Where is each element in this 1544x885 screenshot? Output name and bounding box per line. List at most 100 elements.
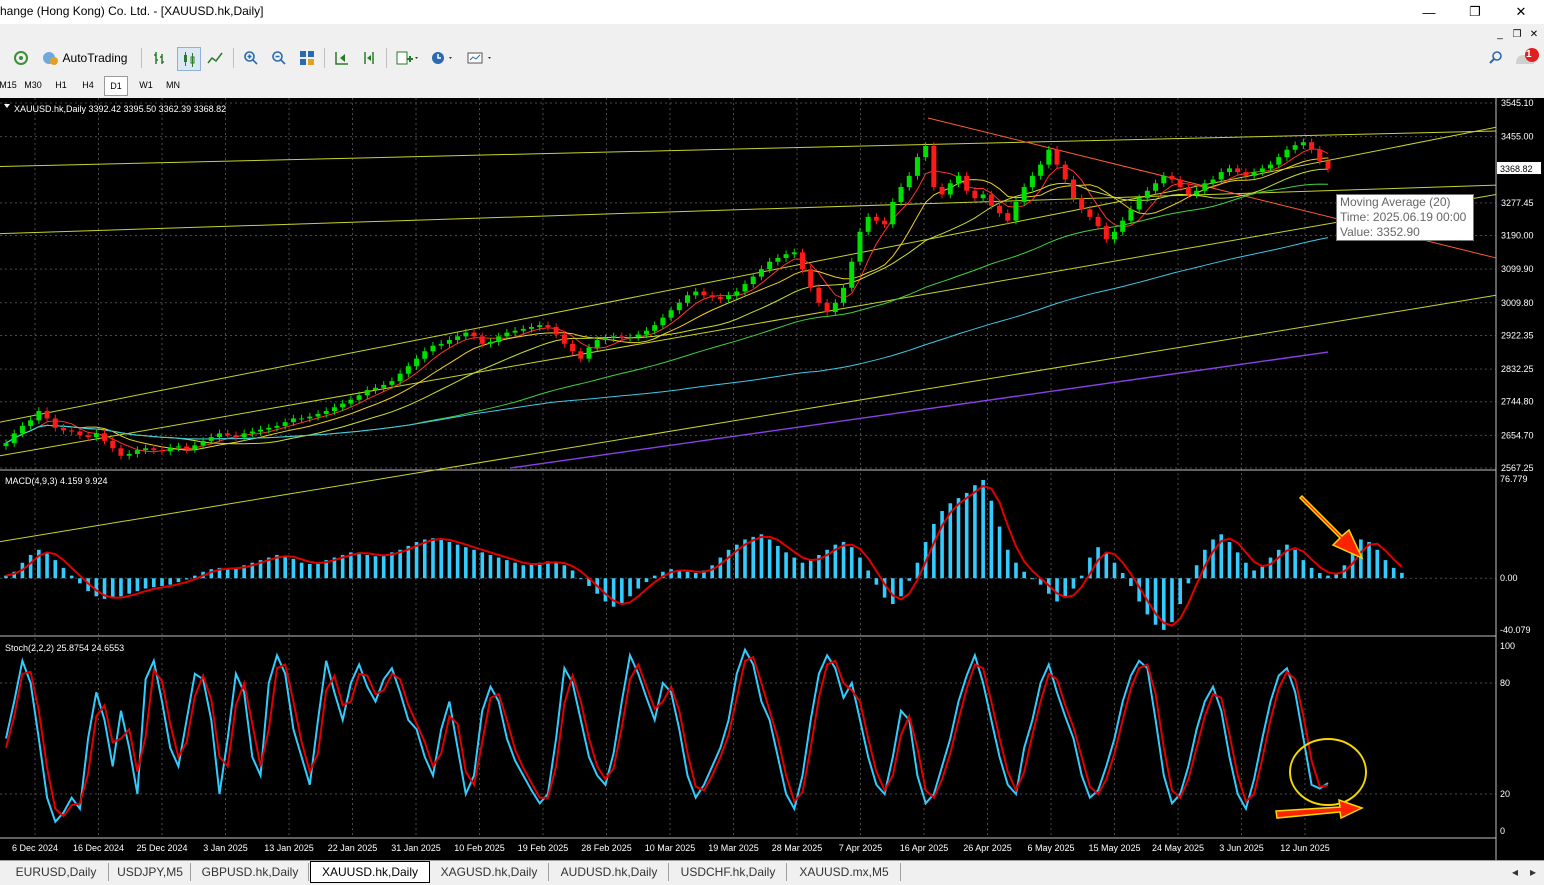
macd-bar [1088,557,1092,579]
candle-body [28,420,34,426]
candle-body [356,395,362,400]
candle-body [619,336,625,339]
zoom-in-icon[interactable] [240,47,262,69]
down-arrow-icon [1298,494,1364,560]
candle-body [167,447,173,452]
macd-bar [1120,573,1125,579]
periods-dropdown-icon[interactable] [428,47,458,69]
line-chart-icon[interactable] [204,47,226,69]
candlestick-chart-icon[interactable] [177,47,201,71]
maximize-button[interactable]: ❐ [1469,4,1481,19]
macd-bar [349,552,353,579]
candle-body [1218,172,1224,180]
candle-body [1013,201,1019,221]
macd-bar [184,578,189,580]
tab-xauusd-mx[interactable]: XAUUSD.mx,M5 [788,863,901,881]
stoch-tick-label: 20 [1500,789,1510,799]
tab-xagusd[interactable]: XAGUSD.hk,Daily [430,863,549,881]
candle-body [643,330,649,335]
chart-shift-icon[interactable] [358,47,380,69]
candle-body [841,287,847,303]
candle-body [274,425,280,428]
trendline [0,294,1497,543]
candle-body [1177,179,1183,188]
macd-bar [447,542,452,579]
tab-gbpusd[interactable]: GBPUSD.hk,Daily [192,863,309,881]
date-tick-label: 31 Jan 2025 [391,843,441,853]
tab-usdjpy[interactable]: USDJPY,M5 [110,863,191,881]
timeframe-w1[interactable]: W1 [139,80,153,90]
candle-body [381,384,387,388]
macd-bar [4,575,8,579]
tab-eurusd[interactable]: EURUSD,Daily [4,863,109,881]
candle-body [11,433,17,444]
candle-body [676,302,682,311]
candle-body [635,334,641,338]
timeframe-h4[interactable]: H4 [82,80,94,90]
mdi-restore-button[interactable]: ❐ [1512,28,1522,40]
autoscroll-icon[interactable] [331,47,353,69]
macd-bar [1227,542,1232,579]
collapse-triangle-icon[interactable] [4,104,10,108]
tile-windows-icon[interactable] [296,47,318,69]
mdi-close-button[interactable]: ✕ [1529,28,1539,40]
macd-bar [143,578,148,589]
candle-body [586,347,592,359]
timeframe-mn[interactable]: MN [166,80,180,90]
macd-bar [1309,567,1314,579]
trendline [0,126,1497,423]
close-button[interactable]: ✕ [1515,4,1527,19]
minimize-button[interactable]: — [1422,4,1436,20]
zoom-out-icon[interactable] [268,47,290,69]
autotrading-label: AutoTrading [62,51,128,65]
tab-usdchf[interactable]: USDCHF.hk,Daily [670,863,787,881]
macd-bar [53,560,58,579]
scroll-right-icon[interactable]: ▸ [1529,865,1537,879]
candle-body [315,413,321,417]
candle-body [1038,164,1044,176]
macd-bar [431,538,435,579]
timeframe-m15[interactable]: M15 [0,80,17,90]
macd-bar [907,578,912,581]
timeframe-m30[interactable]: M30 [24,80,42,90]
candle-body [323,410,329,414]
notifications-icon[interactable]: 1 [1513,47,1541,69]
macd-bar [677,570,682,579]
macd-bar [390,552,394,579]
autotrading-button[interactable]: AutoTrading [36,47,132,69]
signal-icon[interactable] [10,47,32,69]
bar-chart-icon[interactable] [150,47,172,69]
macd-bar [488,554,493,579]
macd-bar [546,561,550,579]
candle-body [192,445,198,450]
macd-bar [1334,573,1339,579]
macd-bar [1268,557,1273,579]
macd-bar [1005,549,1010,579]
macd-tick-label: -40.079 [1500,625,1531,635]
macd-bar [45,552,49,579]
templates-dropdown-icon[interactable] [464,47,498,69]
tab-audusd[interactable]: AUDUSD.hk,Daily [550,863,669,881]
macd-bar [1367,542,1371,579]
date-tick-label: 28 Feb 2025 [581,843,632,853]
timeframe-h1[interactable]: H1 [55,80,67,90]
candle-body [102,433,108,441]
search-icon[interactable] [1485,47,1507,69]
scroll-left-icon[interactable]: ◂ [1511,865,1519,879]
price-tick-label: 3190.00 [1501,231,1534,241]
indicators-dropdown-icon[interactable] [393,47,423,69]
candle-body [159,450,165,452]
mdi-minimize-button[interactable]: _ [1497,28,1503,40]
macd-bar [12,571,17,579]
timeframe-d1[interactable]: D1 [104,76,128,96]
chart-window[interactable]: XAUUSD.hk,Daily 3392.42 3395.50 3362.39 … [0,98,1544,860]
macd-bar [636,578,641,589]
macd-bar [989,500,994,579]
price-tick-label: 3099.90 [1501,264,1534,274]
macd-bar [1203,549,1207,579]
tab-xauusd[interactable]: XAUUSD.hk,Daily [310,861,430,883]
macd-bar [1252,570,1256,579]
date-tick-label: 7 Apr 2025 [839,843,883,853]
trendlines[interactable] [0,117,1497,543]
macd-bar [1285,544,1289,579]
